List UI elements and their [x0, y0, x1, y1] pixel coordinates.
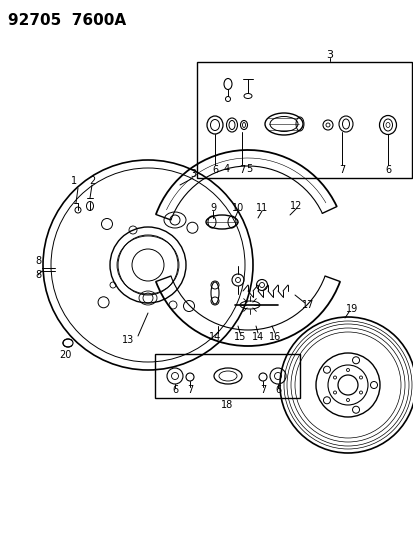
Text: 6: 6 — [171, 385, 178, 395]
Text: 3: 3 — [326, 50, 333, 60]
Text: 10: 10 — [231, 203, 244, 213]
Text: 7: 7 — [259, 385, 266, 395]
Text: 14: 14 — [251, 332, 263, 342]
Text: 2: 2 — [89, 176, 95, 186]
Text: 7: 7 — [238, 165, 244, 175]
Text: 19: 19 — [345, 304, 357, 314]
Text: 11: 11 — [255, 203, 268, 213]
Text: 3: 3 — [190, 169, 196, 179]
Text: 9: 9 — [209, 203, 216, 213]
Text: 6: 6 — [211, 165, 218, 175]
Text: 4: 4 — [223, 164, 230, 174]
Bar — [154, 354, 299, 398]
Bar — [197, 62, 411, 178]
Text: 20: 20 — [59, 350, 71, 360]
Text: 15: 15 — [233, 332, 246, 342]
Text: 7: 7 — [338, 165, 344, 175]
Text: 8: 8 — [35, 256, 41, 266]
Text: 17: 17 — [301, 300, 313, 310]
Text: 14: 14 — [209, 332, 221, 342]
Text: 12: 12 — [289, 201, 301, 211]
Text: 6: 6 — [274, 385, 280, 395]
Text: 6: 6 — [384, 165, 390, 175]
Text: 13: 13 — [121, 335, 134, 345]
Text: 18: 18 — [221, 400, 233, 410]
Text: 5: 5 — [245, 164, 252, 174]
Text: 16: 16 — [268, 332, 280, 342]
Text: 8: 8 — [35, 270, 41, 280]
Text: 1: 1 — [71, 176, 77, 186]
Text: 92705  7600A: 92705 7600A — [8, 13, 126, 28]
Text: 7: 7 — [186, 385, 192, 395]
